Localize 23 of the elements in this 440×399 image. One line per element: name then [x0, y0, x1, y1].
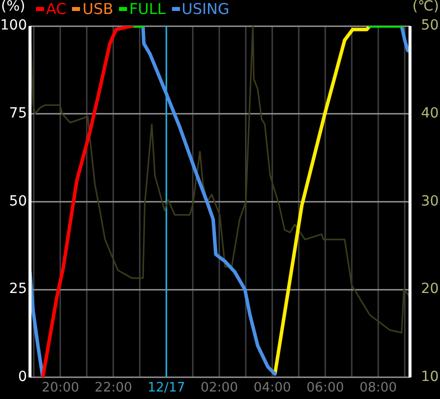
y-tick-label: 25	[9, 281, 27, 298]
y2-tick-label: 40	[421, 105, 439, 122]
legend-label: FULL	[128, 0, 166, 18]
y2-tick-label: 10	[421, 369, 439, 386]
y-tick-label: 75	[9, 105, 27, 122]
x-tick-label: 12/17	[148, 380, 186, 396]
legend-label: USING	[180, 0, 230, 18]
x-tick-label: 06:00	[306, 380, 344, 396]
x-tick-label: 22:00	[94, 380, 132, 396]
y-tick-label: 100	[0, 18, 27, 34]
y-tick-label: 0	[18, 369, 27, 386]
y-tick-label: 50	[9, 193, 27, 210]
y2-tick-label: 30	[421, 193, 439, 210]
legend-label: USB	[81, 0, 114, 18]
legend-label: AC	[45, 0, 66, 18]
y2-axis-title: (℃)	[412, 0, 439, 15]
x-tick-label: 20:00	[42, 380, 80, 396]
x-tick-label: 08:00	[359, 380, 397, 396]
x-tick-label: 02:00	[200, 380, 238, 396]
y-axis-title: (%)	[1, 0, 26, 15]
x-tick-label: 04:00	[254, 380, 292, 396]
y2-tick-label: 20	[421, 281, 439, 298]
y2-tick-label: 50	[421, 18, 439, 34]
